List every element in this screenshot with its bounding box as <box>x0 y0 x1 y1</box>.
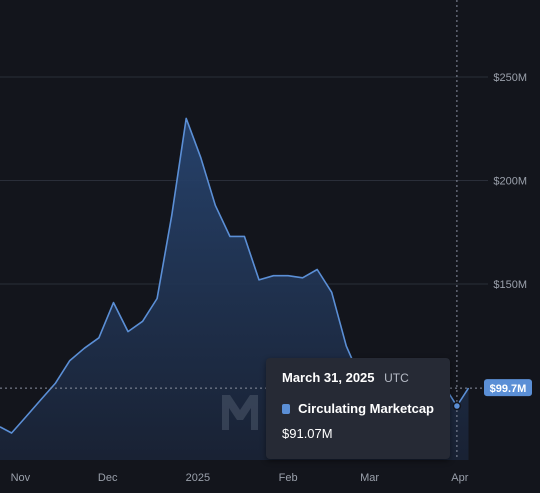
x-tick-label: Nov <box>11 472 31 484</box>
tooltip-series-name: Circulating Marketcap <box>298 401 434 416</box>
y-tick-label: $250M <box>493 72 527 84</box>
y-tick-label: $150M <box>493 279 527 291</box>
hover-marker <box>452 401 462 411</box>
tooltip-timezone: UTC <box>384 371 409 385</box>
x-tick-label: Mar <box>360 472 379 484</box>
tooltip-series-row: Circulating Marketcap <box>282 401 434 417</box>
y-tick-label: $200M <box>493 176 527 188</box>
tooltip-value: $91.07M <box>282 426 333 441</box>
current-value-label: $99.7M <box>490 383 527 395</box>
tooltip-date: March 31, 2025 <box>282 370 375 385</box>
x-tick-label: 2025 <box>186 472 210 484</box>
crosshair <box>0 0 484 460</box>
x-tick-label: Feb <box>279 472 298 484</box>
x-axis: Nov Dec 2025 Feb Mar Apr <box>11 472 469 484</box>
y-axis: $250M $200M $150M <box>493 72 527 291</box>
current-value-badge: $99.7M <box>484 379 532 397</box>
x-tick-label: Dec <box>98 472 118 484</box>
tooltip-series-swatch <box>282 404 291 414</box>
x-tick-label: Apr <box>451 472 468 484</box>
chart-tooltip: March 31, 2025 UTC Circulating Marketcap… <box>266 358 450 459</box>
tooltip-date-row: March 31, 2025 UTC <box>282 370 434 386</box>
m-logo-icon <box>222 395 258 430</box>
